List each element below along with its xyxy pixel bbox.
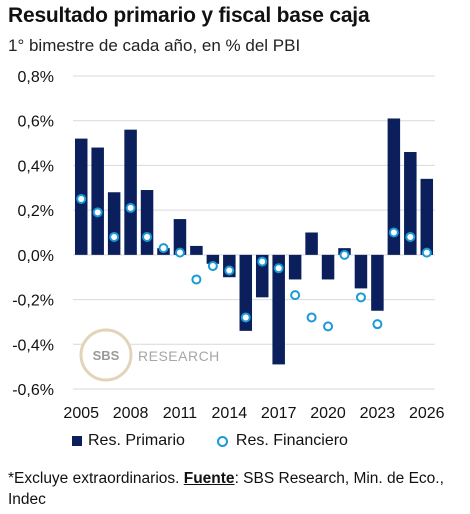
legend-item-financiero: Res. Financiero (216, 432, 348, 450)
dot-financiero (421, 247, 432, 258)
footnote: *Excluye extraordinarios. Fuente: SBS Re… (8, 468, 448, 510)
bar-primario (321, 254, 335, 280)
x-axis-ticks: 2005 2008 2011 2014 2017 2020 2023 2026 (63, 405, 444, 422)
dot-financiero (306, 312, 317, 323)
y-tick-label: -0,2% (12, 293, 54, 310)
dot-financiero (372, 319, 383, 330)
bar-primario (173, 219, 187, 255)
dot-financiero (405, 231, 416, 242)
bar-primario (255, 254, 269, 298)
bar-primario (371, 254, 384, 311)
bar-primario (288, 254, 302, 280)
dot-financiero (158, 243, 169, 254)
y-tick-label: -0,6% (12, 382, 54, 399)
legend: Res. Primario Res. Financiero (72, 432, 380, 450)
legend-label-primario: Res. Primario (88, 432, 185, 449)
watermark-logo (79, 328, 133, 382)
dot-financiero (142, 231, 153, 242)
bar-primario (404, 152, 417, 255)
x-tick-label: 2011 (163, 405, 198, 422)
bar-primario (420, 178, 434, 255)
bar-primario (124, 129, 137, 255)
dot-financiero (257, 256, 268, 267)
y-tick-label: 0,2% (18, 203, 54, 220)
bar-primario (387, 118, 401, 255)
dot-financiero (224, 265, 235, 276)
x-tick-label: 2014 (212, 405, 248, 422)
y-tick-label: 0,8% (18, 69, 54, 86)
x-tick-label: 2023 (360, 405, 396, 422)
y-tick-label: -0,4% (12, 337, 54, 354)
bar-primario (206, 254, 220, 264)
x-tick-label: 2005 (63, 405, 99, 422)
watermark-text: RESEARCH (138, 348, 220, 364)
chart-title: Resultado primario y fiscal base caja (8, 4, 370, 27)
y-axis-ticks: 0,8% 0,6% 0,4% 0,2% 0,0% -0,2% -0,4% -0,6% (12, 69, 54, 399)
watermark: SBS RESEARCH (79, 328, 220, 382)
legend-item-primario: Res. Primario (72, 432, 185, 450)
footnote-prefix: *Excluye extraordinarios. (8, 470, 184, 487)
legend-bar-swatch (72, 436, 82, 446)
dot-financiero (323, 321, 334, 332)
bar-primario (140, 190, 154, 255)
dot-financiero (339, 249, 350, 260)
dot-financiero (290, 290, 301, 301)
dot-financiero (355, 292, 366, 303)
dots-financiero (76, 193, 432, 332)
dot-financiero (191, 274, 202, 285)
dot-financiero (240, 312, 251, 323)
footnote-suffix: : SBS Research, Min. de Eco., Indec (8, 470, 444, 508)
bar-primario (107, 192, 121, 255)
bar-primario (190, 245, 203, 255)
legend-label-financiero: Res. Financiero (235, 432, 348, 449)
dot-financiero (92, 207, 103, 218)
dot-financiero (109, 231, 120, 242)
x-tick-label: 2017 (261, 405, 297, 422)
x-tick-label: 2026 (409, 405, 445, 422)
dot-financiero (76, 193, 87, 204)
legend-dot-swatch (216, 435, 228, 447)
dot-financiero (174, 247, 185, 258)
y-tick-label: 0,4% (18, 158, 54, 175)
bars-primario (74, 118, 434, 365)
bar-primario (272, 254, 285, 365)
dot-financiero (125, 202, 136, 213)
bar-primario (91, 147, 104, 255)
bar-primario (239, 254, 253, 331)
y-tick-label: 0,6% (18, 114, 54, 131)
bar-primario (354, 254, 368, 289)
chart-subtitle: 1° bimestre de cada año, en % del PBI (8, 36, 301, 55)
y-tick-label: 0,0% (18, 248, 54, 265)
dot-financiero (273, 263, 284, 274)
dot-financiero (388, 227, 399, 238)
dot-financiero (207, 261, 218, 272)
footnote-source-label: Fuente (183, 470, 235, 487)
x-tick-label: 2020 (310, 405, 346, 422)
bar-primario (305, 232, 318, 255)
x-tick-label: 2008 (113, 405, 149, 422)
watermark-logo-text: SBS (93, 348, 120, 363)
